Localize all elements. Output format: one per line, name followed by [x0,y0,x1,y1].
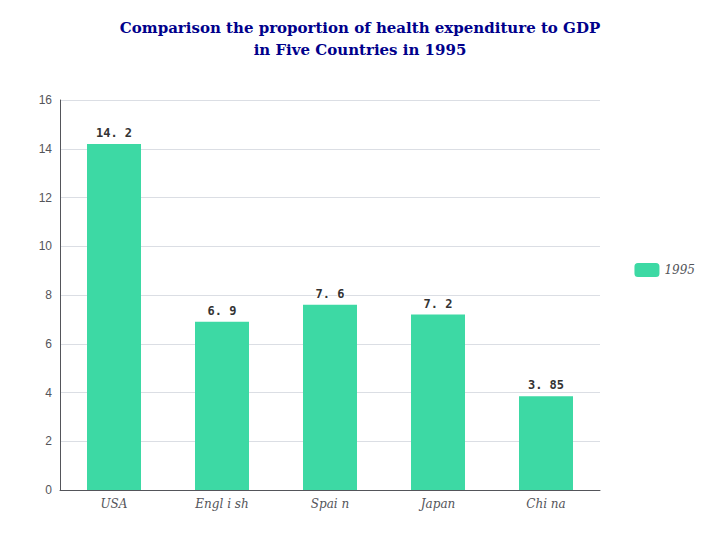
svg-text:14: 14 [39,142,53,156]
svg-text:Spai n: Spai n [311,497,349,511]
svg-text:USA: USA [101,497,128,511]
svg-text:8: 8 [45,288,52,302]
svg-text:Chi na: Chi na [526,497,565,511]
svg-text:Engl i sh: Engl i sh [194,497,248,511]
svg-text:6. 9: 6. 9 [208,304,237,318]
svg-text:3. 85: 3. 85 [528,378,564,392]
svg-text:4: 4 [45,386,52,400]
svg-text:Japan: Japan [418,497,456,511]
svg-text:12: 12 [39,191,53,205]
svg-text:0: 0 [45,483,52,497]
svg-text:6: 6 [45,337,52,351]
svg-text:7. 6: 7. 6 [316,287,345,301]
svg-text:7. 2: 7. 2 [424,297,453,311]
svg-text:10: 10 [39,239,53,253]
svg-text:14. 2: 14. 2 [96,126,132,140]
svg-text:1995: 1995 [664,263,695,277]
svg-text:Comparison the proportion of h: Comparison the proportion of health expe… [120,19,600,37]
svg-text:in Five Countries in 1995: in Five Countries in 1995 [254,41,467,59]
svg-text:2: 2 [45,434,52,448]
svg-text:16: 16 [39,93,53,107]
